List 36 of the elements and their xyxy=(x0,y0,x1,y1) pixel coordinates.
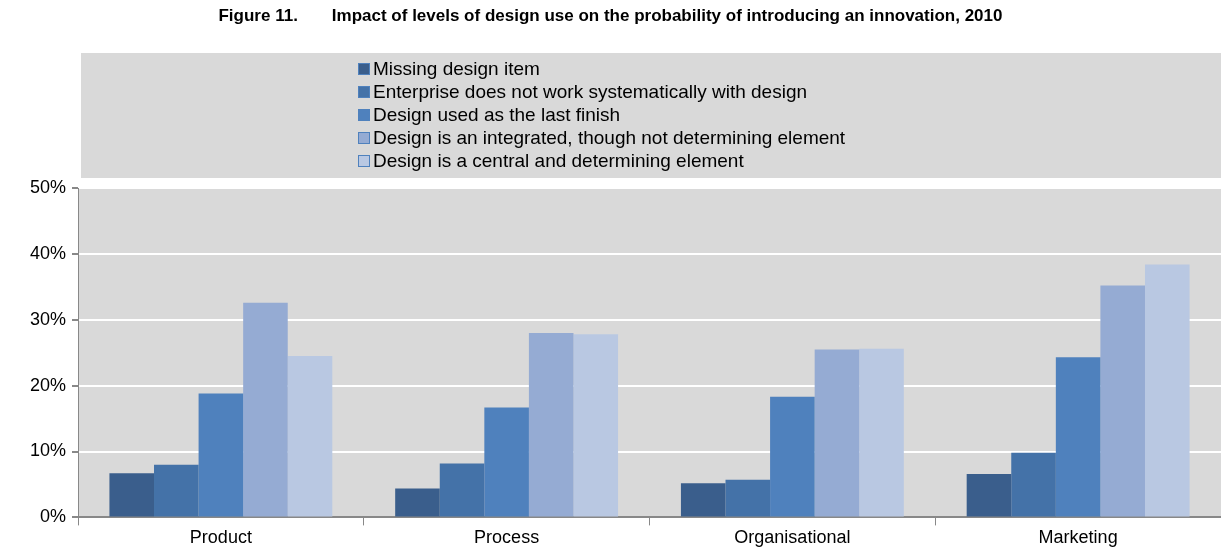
bar xyxy=(198,393,244,517)
x-tick-label: Product xyxy=(189,527,252,548)
y-tick-label: 10% xyxy=(29,440,66,461)
x-tick-label: Organisational xyxy=(734,527,851,548)
legend-label: Missing design item xyxy=(373,57,540,80)
bar xyxy=(859,348,904,517)
bar xyxy=(814,349,860,517)
bar xyxy=(439,463,485,517)
bar xyxy=(1144,264,1190,517)
x-tick-label: Marketing xyxy=(1038,527,1118,548)
bar xyxy=(1100,285,1145,517)
y-tick-label: 0% xyxy=(39,506,66,527)
y-tick-label: 30% xyxy=(29,308,66,329)
bar xyxy=(770,396,815,517)
legend-label: Design is an integrated, though not determining element xyxy=(373,126,846,149)
legend-label: Design used as the last finish xyxy=(373,103,621,126)
y-tick-label: 20% xyxy=(29,374,66,395)
bar xyxy=(1011,452,1056,517)
bar xyxy=(395,488,440,517)
bar xyxy=(287,355,333,517)
bar xyxy=(573,334,619,517)
bar xyxy=(680,483,726,517)
legend-label: Design is a central and determining element xyxy=(373,149,744,172)
chart-title: Figure 11. Impact of levels of design use on the probability of introducing an innovation, 2010 xyxy=(217,6,1004,26)
bar xyxy=(243,302,288,517)
y-tick-label: 40% xyxy=(29,242,66,263)
legend-label: Enterprise does not work systematically with design xyxy=(373,80,808,103)
bar xyxy=(966,473,1012,517)
bar xyxy=(1055,357,1101,517)
bar xyxy=(528,332,574,517)
y-tick-label: 50% xyxy=(29,176,66,197)
x-tick-label: Process xyxy=(474,527,540,548)
bar xyxy=(484,407,529,517)
bar xyxy=(725,479,771,517)
bar xyxy=(109,473,155,517)
bar xyxy=(154,464,199,517)
